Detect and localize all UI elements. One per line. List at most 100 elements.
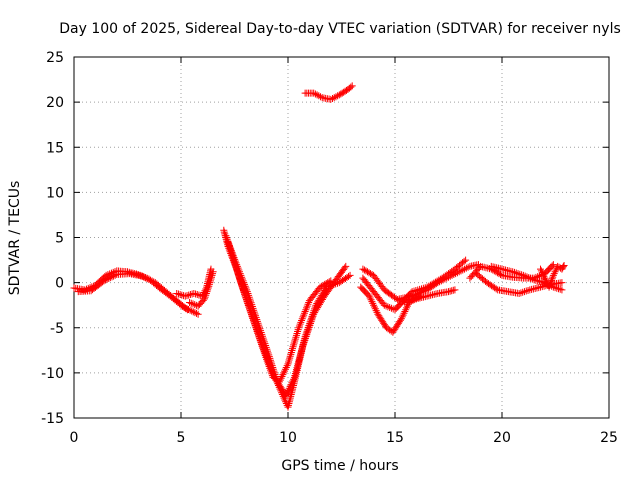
data-point xyxy=(284,388,292,396)
data-point xyxy=(384,303,392,311)
data-point xyxy=(268,360,276,368)
data-series xyxy=(70,82,568,411)
data-point xyxy=(517,289,525,297)
data-point xyxy=(345,272,353,280)
data-point xyxy=(315,92,323,100)
data-point xyxy=(443,274,451,282)
data-point xyxy=(102,276,110,284)
data-point xyxy=(291,335,299,343)
data-point xyxy=(367,270,375,278)
data-point xyxy=(140,273,148,281)
data-point xyxy=(206,279,214,287)
data-point xyxy=(519,288,527,296)
y-tick-label: 20 xyxy=(46,95,64,111)
x-tick-label: 0 xyxy=(70,430,79,446)
data-point xyxy=(311,90,319,98)
data-point xyxy=(272,374,280,382)
y-tick-label: -5 xyxy=(50,321,64,337)
data-point xyxy=(418,288,426,296)
data-point xyxy=(558,286,566,294)
data-point xyxy=(337,90,345,98)
data-point xyxy=(403,304,411,312)
data-point xyxy=(448,271,456,279)
data-point xyxy=(459,266,467,274)
data-point xyxy=(240,279,248,287)
data-point xyxy=(436,278,444,286)
series-arc-16 xyxy=(537,261,568,291)
data-point xyxy=(365,269,373,277)
data-point xyxy=(558,279,566,287)
data-point xyxy=(207,275,215,283)
data-point xyxy=(266,354,274,362)
data-point xyxy=(413,290,421,298)
data-point xyxy=(398,313,406,321)
data-point xyxy=(208,271,216,279)
data-point xyxy=(549,273,557,281)
data-point xyxy=(204,286,212,294)
data-point xyxy=(520,288,528,296)
data-point xyxy=(362,267,370,275)
data-point xyxy=(516,270,524,278)
data-point xyxy=(372,307,380,315)
data-point xyxy=(270,367,278,375)
data-point xyxy=(548,276,556,284)
data-point xyxy=(397,315,405,323)
data-point xyxy=(188,307,196,315)
data-point xyxy=(548,262,556,270)
data-point xyxy=(556,285,564,293)
series-arc-2 xyxy=(74,270,202,318)
data-point xyxy=(235,268,243,276)
data-point xyxy=(341,264,349,272)
grid xyxy=(74,57,609,418)
data-point xyxy=(462,264,470,272)
data-point xyxy=(100,277,108,285)
data-point xyxy=(174,290,182,298)
data-point xyxy=(111,271,119,279)
data-point xyxy=(279,371,287,379)
data-point xyxy=(105,274,113,282)
data-point xyxy=(183,292,191,300)
data-point xyxy=(457,267,465,275)
data-point xyxy=(434,279,442,287)
data-point xyxy=(402,306,410,314)
data-point xyxy=(420,287,428,295)
data-point xyxy=(408,292,416,300)
data-point xyxy=(284,386,292,394)
data-point xyxy=(243,286,251,294)
data-point xyxy=(143,275,151,283)
data-point xyxy=(283,390,291,398)
data-point xyxy=(234,264,242,272)
data-point xyxy=(462,256,470,264)
series-arc-3 xyxy=(173,265,215,300)
data-point xyxy=(368,298,376,306)
series-arc-12 xyxy=(395,261,482,303)
data-point xyxy=(290,341,298,349)
data-point xyxy=(186,306,194,314)
data-point xyxy=(380,301,388,309)
x-tick-label: 25 xyxy=(600,430,618,446)
data-point xyxy=(178,291,186,299)
data-point xyxy=(265,351,273,359)
data-point xyxy=(450,271,458,279)
data-point xyxy=(186,298,194,306)
data-point xyxy=(202,289,210,297)
data-point xyxy=(365,292,373,300)
data-point xyxy=(302,306,310,314)
data-point xyxy=(185,291,193,299)
data-point xyxy=(225,240,233,248)
y-tick-label: 5 xyxy=(55,231,64,247)
data-point xyxy=(334,92,342,100)
data-point xyxy=(515,289,523,297)
data-point xyxy=(241,282,249,290)
series-arc-11 xyxy=(359,256,470,314)
data-point xyxy=(271,371,279,379)
data-point xyxy=(190,289,198,297)
data-point xyxy=(313,91,321,99)
data-point xyxy=(224,238,232,246)
data-point xyxy=(301,308,309,316)
data-point xyxy=(316,283,324,291)
data-point xyxy=(227,245,235,253)
data-point xyxy=(240,280,248,288)
data-point xyxy=(340,88,348,96)
data-point xyxy=(451,286,459,294)
